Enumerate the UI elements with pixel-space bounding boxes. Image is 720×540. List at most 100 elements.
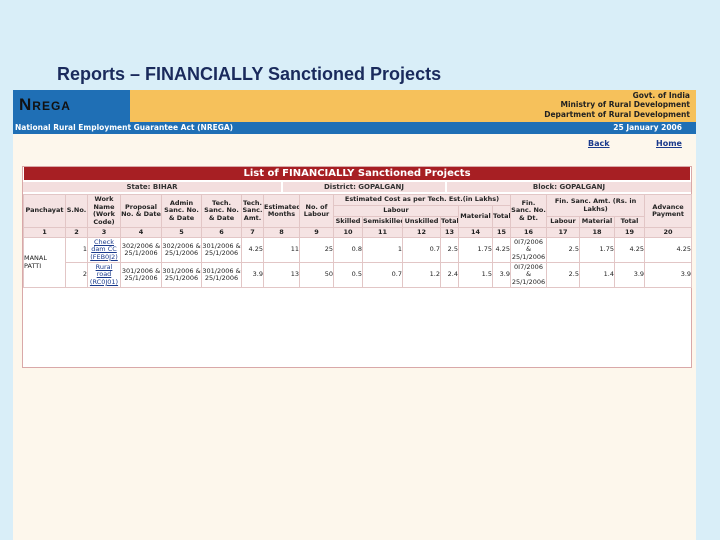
col-tech-sanc: Tech. Sanc. No. & Date bbox=[201, 194, 242, 228]
work-name-link[interactable]: Rural road (RC0J01) bbox=[87, 262, 121, 288]
fin-material-cell: 1.4 bbox=[579, 262, 615, 288]
col-est-months: Estimated Months bbox=[263, 194, 300, 228]
col-estimated-cost: Estimated Cost as per Tech. Est.(in Lakh… bbox=[333, 194, 511, 206]
proposal-cell: 301/2006 & 25/1/2006 bbox=[120, 262, 162, 288]
col-number: 10 bbox=[333, 227, 363, 238]
table-row: 2 Rural road (RC0J01) 301/2006 & 25/1/20… bbox=[24, 262, 693, 288]
advance-cell: 3.9 bbox=[644, 262, 693, 288]
col-material: Material bbox=[458, 205, 493, 228]
col-panchayat: Panchayat bbox=[23, 194, 66, 228]
block-label: Block: GOPALGANJ bbox=[447, 182, 691, 192]
labour-total-cell: 2.4 bbox=[440, 262, 459, 288]
fin-labour-cell: 2.5 bbox=[546, 237, 580, 263]
material-cell: 1.75 bbox=[458, 237, 493, 263]
col-number: 19 bbox=[613, 227, 646, 238]
work-name-link[interactable]: Check dam CC (FEB0J2) bbox=[87, 237, 121, 263]
tech-sanc-cell: 301/2006 & 25/1/2006 bbox=[201, 237, 242, 263]
col-sno: S.No. bbox=[65, 194, 88, 228]
act-bar: National Rural Employment Guarantee Act … bbox=[13, 122, 696, 134]
report-title: List of FINANCIALLY Sanctioned Projects bbox=[24, 167, 690, 180]
col-number: 20 bbox=[644, 227, 693, 238]
act-title: National Rural Employment Guarantee Act … bbox=[15, 123, 234, 132]
col-number: 17 bbox=[546, 227, 580, 238]
col-number: 16 bbox=[510, 227, 547, 238]
fin-labour-cell: 2.5 bbox=[546, 262, 580, 288]
col-no-labour: No. of Labour bbox=[299, 194, 334, 228]
col-fin-amt: Fin. Sanc. Amt. (Rs. in Lakhs) bbox=[545, 194, 646, 217]
est-months-cell: 11 bbox=[263, 237, 300, 263]
col-number: 15 bbox=[492, 227, 511, 238]
col-work-name: Work Name (Work Code) bbox=[87, 194, 121, 228]
total-cell: 4.25 bbox=[492, 237, 511, 263]
back-link[interactable]: Back bbox=[588, 139, 610, 148]
header-banner: NREGA Govt. of India Ministry of Rural D… bbox=[13, 90, 696, 122]
col-number: 11 bbox=[362, 227, 403, 238]
skilled-cell: 0.8 bbox=[333, 237, 363, 263]
col-number: 5 bbox=[161, 227, 202, 238]
col-number: 13 bbox=[440, 227, 459, 238]
sno-cell: 2 bbox=[65, 262, 88, 288]
slide-title: Reports – FINANCIALLY Sanctioned Project… bbox=[57, 64, 442, 84]
gov-line3: Department of Rural Development bbox=[544, 110, 690, 119]
panchayat-cell: MANAL PATTI bbox=[23, 237, 66, 288]
admin-sanc-cell: 301/2006 & 25/1/2006 bbox=[161, 262, 202, 288]
gov-line2: Ministry of Rural Development bbox=[560, 100, 690, 109]
semiskilled-cell: 1 bbox=[362, 237, 403, 263]
semiskilled-cell: 0.7 bbox=[362, 262, 403, 288]
tech-sanc-cell: 301/2006 & 25/1/2006 bbox=[201, 262, 242, 288]
col-number: 18 bbox=[579, 227, 615, 238]
home-link[interactable]: Home bbox=[656, 139, 682, 148]
sno-cell: 1 bbox=[65, 237, 88, 263]
col-number: 8 bbox=[263, 227, 300, 238]
col-fin-sanc: Fin. Sanc. No. & Dt. bbox=[510, 194, 547, 228]
col-number: 3 bbox=[87, 227, 121, 238]
col-number: 9 bbox=[299, 227, 334, 238]
no-labour-cell: 50 bbox=[299, 262, 334, 288]
advance-cell: 4.25 bbox=[644, 237, 693, 263]
col-semiskilled: Semiskilled bbox=[362, 216, 403, 228]
fin-total-cell: 3.9 bbox=[613, 262, 646, 288]
projects-table: Panchayat S.No. Work Name (Work Code) Pr… bbox=[23, 194, 693, 288]
column-number-row: 1 2 3 4 5 6 7 8 9 10 11 12 13 14 15 16 1… bbox=[23, 227, 693, 238]
logo-block: NREGA bbox=[13, 90, 130, 122]
no-labour-cell: 25 bbox=[299, 237, 334, 263]
col-number: 6 bbox=[201, 227, 242, 238]
col-number: 14 bbox=[458, 227, 493, 238]
labour-total-cell: 2.5 bbox=[440, 237, 459, 263]
tech-amt-cell: 3.9 bbox=[241, 262, 264, 288]
col-fin-material: Material bbox=[579, 216, 615, 228]
nrega-screen: NREGA Govt. of India Ministry of Rural D… bbox=[13, 90, 696, 540]
tech-amt-cell: 4.25 bbox=[241, 237, 264, 263]
col-labour-total: Total bbox=[440, 216, 459, 228]
col-unskilled: Unskilled bbox=[402, 216, 441, 228]
gov-line1: Govt. of India bbox=[632, 91, 690, 100]
logo-rega: REGA bbox=[32, 99, 71, 113]
material-cell: 1.5 bbox=[458, 262, 493, 288]
state-label: State: BIHAR bbox=[23, 182, 281, 192]
col-proposal: Proposal No. & Date bbox=[120, 194, 162, 228]
logo-n: N bbox=[19, 95, 33, 114]
col-admin-sanc: Admin Sanc. No. & Date bbox=[161, 194, 202, 228]
col-number: 4 bbox=[120, 227, 162, 238]
report-panel: List of FINANCIALLY Sanctioned Projects … bbox=[22, 166, 693, 368]
col-advance: Advance Payment bbox=[644, 194, 693, 228]
current-date: 25 January 2006 bbox=[613, 123, 682, 132]
unskilled-cell: 1.2 bbox=[402, 262, 441, 288]
fin-sanc-cell: 0I7/2006 & 25/1/2006 bbox=[510, 262, 547, 288]
total-cell: 3.9 bbox=[492, 262, 511, 288]
col-fin-labour: Labour bbox=[546, 216, 580, 228]
fin-total-cell: 4.25 bbox=[613, 237, 646, 263]
fin-material-cell: 1.75 bbox=[579, 237, 615, 263]
skilled-cell: 0.5 bbox=[333, 262, 363, 288]
col-number: 2 bbox=[65, 227, 88, 238]
col-number: 12 bbox=[402, 227, 441, 238]
proposal-cell: 302/2006 & 25/1/2006 bbox=[120, 237, 162, 263]
nrega-logo: NREGA bbox=[19, 95, 71, 115]
col-fin-total: Total bbox=[613, 216, 646, 228]
col-total: Total bbox=[492, 205, 511, 228]
district-label: District: GOPALGANJ bbox=[283, 182, 445, 192]
est-months-cell: 13 bbox=[263, 262, 300, 288]
admin-sanc-cell: 302/2006 & 25/1/2006 bbox=[161, 237, 202, 263]
col-labour-group: Labour bbox=[333, 205, 459, 217]
col-number: 1 bbox=[23, 227, 66, 238]
